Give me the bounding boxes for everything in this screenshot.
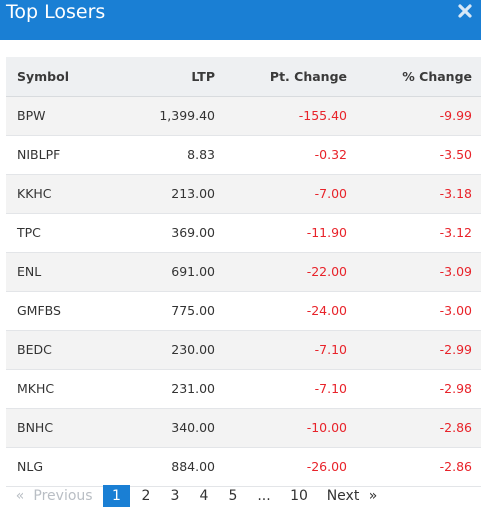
cell-symbol: MKHC (17, 381, 55, 396)
cell-pt-change: -10.00 (306, 420, 347, 435)
cell-pct-change: -2.99 (439, 342, 472, 357)
cell-symbol: GMFBS (17, 303, 61, 318)
table-header-row: Symbol LTP Pt. Change % Change (6, 57, 481, 97)
table-row[interactable]: GMFBS 775.00 -24.00 -3.00 (6, 291, 481, 330)
table-row[interactable]: NLG 884.00 -26.00 -2.86 (6, 447, 481, 486)
cell-ltp: 8.83 (187, 147, 215, 162)
table-row[interactable]: BNHC 340.00 -10.00 -2.86 (6, 408, 481, 447)
cell-pt-change: -7.10 (314, 381, 347, 396)
cell-symbol: NIBLPF (17, 147, 61, 162)
cell-ltp: 691.00 (171, 264, 215, 279)
pagination-ellipsis: ... (257, 488, 271, 504)
page-3-button[interactable]: 3 (170, 488, 180, 504)
cell-pct-change: -2.98 (439, 381, 472, 396)
page-10-button[interactable]: 10 (290, 488, 308, 504)
cell-ltp: 1,399.40 (159, 108, 215, 123)
cell-symbol: BPW (17, 108, 46, 123)
cell-pt-change: -7.00 (314, 186, 347, 201)
table-row[interactable]: NIBLPF 8.83 -0.32 -3.50 (6, 135, 481, 174)
cell-symbol: BEDC (17, 342, 52, 357)
pagination: « Previous 1 2 3 4 5 ... 10 Next » (0, 485, 481, 509)
table-row[interactable]: ENL 691.00 -22.00 -3.09 (6, 252, 481, 291)
modal-header: Top Losers (0, 0, 481, 40)
previous-page-button[interactable]: Previous (33, 488, 93, 504)
cell-pct-change: -9.99 (439, 108, 472, 123)
table-row[interactable]: TPC 369.00 -11.90 -3.12 (6, 213, 481, 252)
cell-ltp: 884.00 (171, 459, 215, 474)
cell-pct-change: -2.86 (439, 420, 472, 435)
cell-pt-change: -26.00 (306, 459, 347, 474)
losers-table-container: Symbol LTP Pt. Change % Change BPW 1,399.… (6, 57, 481, 487)
column-header-pct-change[interactable]: % Change (347, 57, 481, 97)
page-5-button[interactable]: 5 (228, 488, 238, 504)
column-header-pt-change[interactable]: Pt. Change (215, 57, 347, 97)
table-row[interactable]: MKHC 231.00 -7.10 -2.98 (6, 369, 481, 408)
cell-symbol: NLG (17, 459, 44, 474)
cell-ltp: 213.00 (171, 186, 215, 201)
table-row[interactable]: BPW 1,399.40 -155.40 -9.99 (6, 96, 481, 135)
cell-pct-change: -3.50 (439, 147, 472, 162)
close-button[interactable] (457, 3, 473, 19)
cell-symbol: ENL (17, 264, 42, 279)
cell-ltp: 775.00 (171, 303, 215, 318)
column-header-ltp[interactable]: LTP (137, 57, 215, 97)
cell-pt-change: -22.00 (306, 264, 347, 279)
table-body: BPW 1,399.40 -155.40 -9.99 NIBLPF 8.83 -0.32 -3… (6, 96, 481, 486)
cell-symbol: TPC (17, 225, 41, 240)
cell-pct-change: -3.00 (439, 303, 472, 318)
page-1-button[interactable]: 1 (103, 485, 130, 507)
cell-pt-change: -11.90 (306, 225, 347, 240)
cell-pct-change: -3.18 (439, 186, 472, 201)
last-page-button[interactable]: » (368, 488, 378, 504)
column-header-symbol[interactable]: Symbol (6, 57, 137, 97)
page-2-button[interactable]: 2 (141, 488, 151, 504)
cell-symbol: KKHC (17, 186, 52, 201)
table-row[interactable]: BEDC 230.00 -7.10 -2.99 (6, 330, 481, 369)
cell-pct-change: -3.12 (439, 225, 472, 240)
cell-pt-change: -155.40 (298, 108, 347, 123)
cell-ltp: 369.00 (171, 225, 215, 240)
cell-pt-change: -0.32 (314, 147, 347, 162)
first-page-button[interactable]: « (15, 488, 25, 504)
table-row[interactable]: KKHC 213.00 -7.00 -3.18 (6, 174, 481, 213)
cell-pct-change: -3.09 (439, 264, 472, 279)
next-page-button[interactable]: Next (326, 488, 360, 504)
losers-table: Symbol LTP Pt. Change % Change BPW 1,399.… (6, 57, 481, 487)
cell-ltp: 230.00 (171, 342, 215, 357)
close-icon (458, 4, 472, 18)
cell-pct-change: -2.86 (439, 459, 472, 474)
page-4-button[interactable]: 4 (199, 488, 209, 504)
modal-title: Top Losers (6, 1, 106, 23)
cell-pt-change: -7.10 (314, 342, 347, 357)
cell-symbol: BNHC (17, 420, 54, 435)
cell-pt-change: -24.00 (306, 303, 347, 318)
cell-ltp: 231.00 (171, 381, 215, 396)
cell-ltp: 340.00 (171, 420, 215, 435)
